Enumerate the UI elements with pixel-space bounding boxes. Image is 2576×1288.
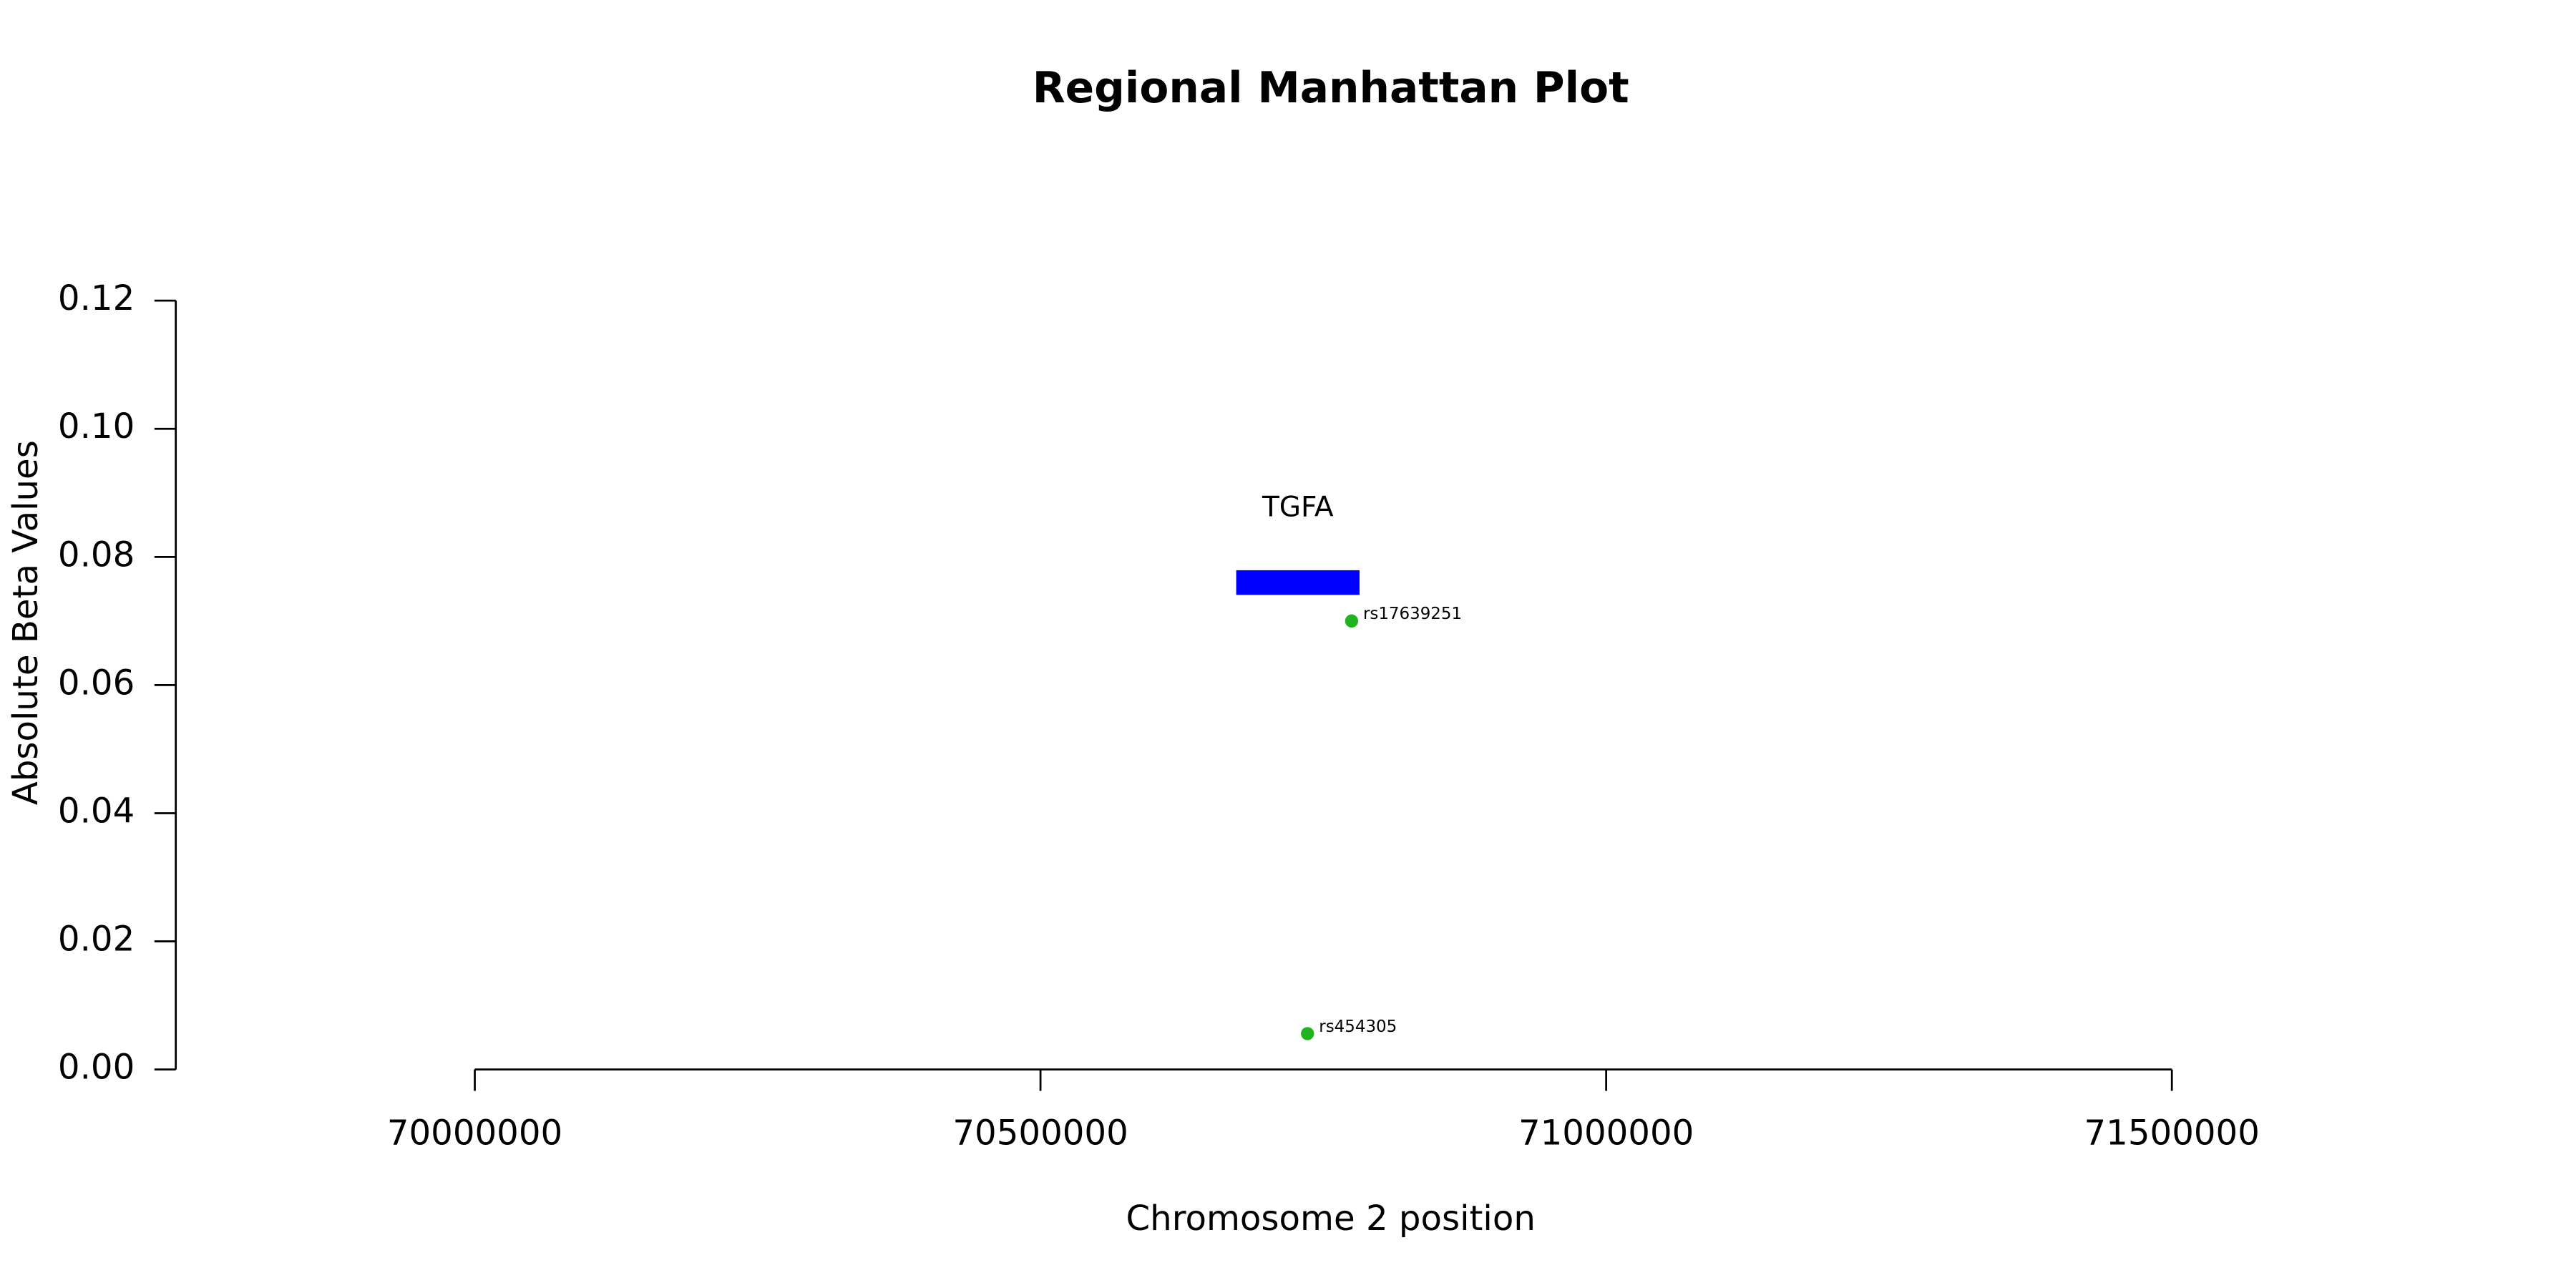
x-tick-label: 71500000	[2084, 1113, 2260, 1153]
y-tick-label: 0.04	[58, 791, 135, 831]
y-tick-label: 0.10	[58, 406, 135, 447]
x-tick-label: 70000000	[387, 1113, 562, 1153]
point-label: rs454305	[1319, 1018, 1397, 1036]
y-axis-label: Absolute Beta Values	[6, 440, 46, 805]
point-label: rs17639251	[1363, 605, 1462, 623]
y-tick-label: 0.06	[58, 663, 135, 703]
x-tick-label: 70500000	[952, 1113, 1128, 1153]
y-tick-label: 0.00	[58, 1048, 135, 1088]
gene-label: TGFA	[1262, 491, 1334, 523]
point	[1301, 1027, 1314, 1040]
y-tick-label: 0.08	[58, 535, 135, 575]
y-tick-label: 0.12	[58, 278, 135, 318]
x-tick-label: 71000000	[1518, 1113, 1694, 1153]
y-tick-label: 0.02	[58, 919, 135, 960]
gene-bar	[1236, 570, 1360, 595]
chart-title: Regional Manhattan Plot	[1033, 64, 1629, 113]
point	[1345, 614, 1359, 628]
x-axis-label: Chromosome 2 position	[1126, 1199, 1536, 1239]
